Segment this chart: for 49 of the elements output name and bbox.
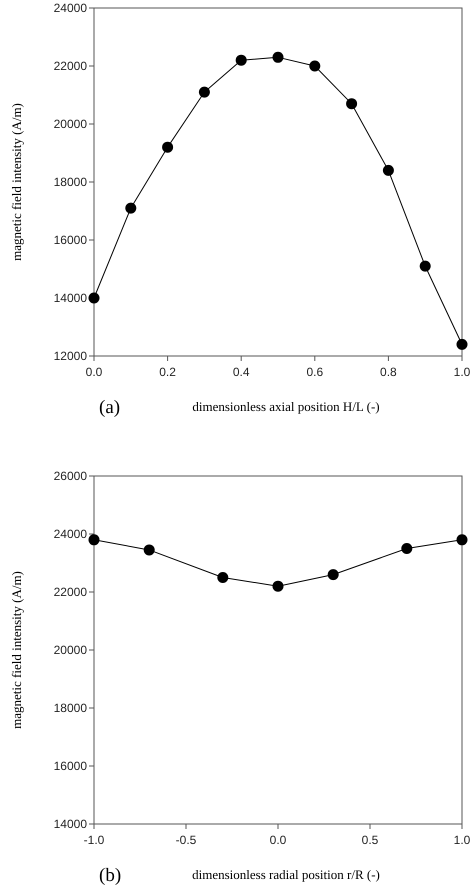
x-tick-label: 1.0 (454, 833, 471, 847)
x-tick-label: 0.4 (232, 365, 250, 379)
y-tick-label: 22000 (54, 59, 88, 73)
y-tick-label: 24000 (54, 1, 88, 15)
y-tick-label: 16000 (54, 233, 88, 247)
y-tick-label: 20000 (54, 117, 88, 131)
x-tick-label: 0.6 (306, 365, 324, 379)
point (236, 54, 247, 66)
point (456, 338, 468, 350)
point (125, 202, 136, 214)
x-tick-label: 1.0 (454, 365, 471, 379)
x-tick-label: 0.8 (380, 365, 398, 379)
y-axis-title: magnetic field intensity (A/m) (9, 103, 24, 261)
point (346, 98, 358, 110)
y-tick-label: 14000 (54, 817, 88, 831)
y-tick-label: 18000 (54, 175, 88, 189)
point (198, 86, 210, 98)
x-tick-label: -1.0 (84, 833, 105, 847)
point (272, 52, 284, 63)
point (144, 544, 155, 556)
y-axis-title: magnetic field intensity (A/m) (9, 571, 24, 729)
y-tick-label: 14000 (54, 291, 88, 305)
text: (b) (99, 865, 122, 886)
text: (a) (99, 397, 120, 418)
y-tick-label: 18000 (54, 701, 88, 715)
point (217, 572, 228, 583)
y-tick-label: 16000 (54, 759, 88, 773)
point (88, 292, 100, 304)
x-tick-label: 0.0 (270, 833, 287, 847)
y-tick-label: 20000 (54, 643, 88, 657)
point (272, 580, 284, 592)
point (456, 534, 468, 546)
point (88, 534, 100, 546)
point (328, 569, 339, 580)
point (420, 260, 431, 272)
point (401, 543, 412, 554)
y-tick-label: 22000 (54, 585, 88, 599)
y-tick-label: 12000 (54, 349, 88, 363)
x-tick-label: 0.0 (86, 365, 103, 379)
x-axis-title: dimensionless axial position H/L (-) (192, 399, 380, 414)
x-tick-label: 0.5 (362, 833, 379, 847)
x-tick-label: 0.2 (159, 365, 176, 379)
y-tick-label: 24000 (54, 527, 88, 541)
x-tick-label: -0.5 (176, 833, 197, 847)
point (309, 60, 320, 72)
point (382, 164, 394, 176)
x-axis-title: dimensionless radial position r/R (-) (192, 867, 380, 882)
y-tick-label: 26000 (54, 469, 88, 483)
point (162, 142, 174, 153)
